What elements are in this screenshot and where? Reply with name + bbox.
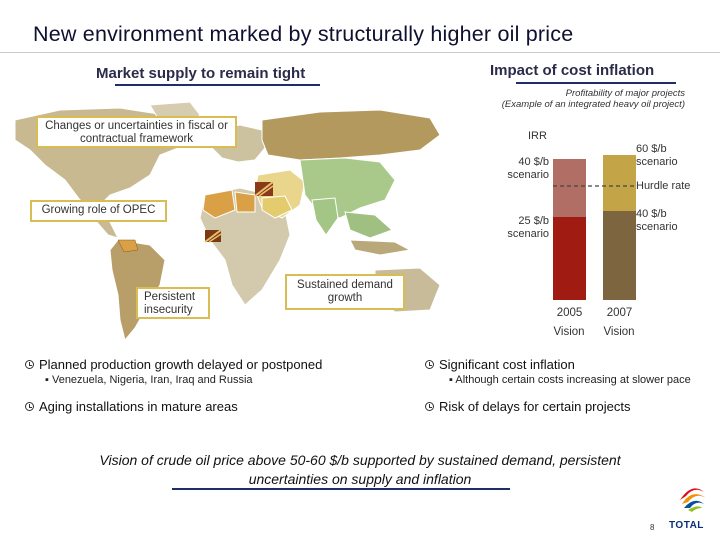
map-se-asia — [344, 211, 393, 239]
map-libya — [234, 191, 256, 213]
total-logo-icon — [678, 482, 706, 512]
bar-2007-low — [603, 211, 636, 300]
bullet-cost-inflation-text: Significant cost inflation — [439, 357, 575, 372]
cost-inflation-underline — [516, 82, 676, 84]
label-2007-high-scenario: 60 $/b scenario — [636, 143, 678, 168]
map-saudi — [261, 195, 293, 219]
bullet-aging-installations: Aging installations in mature areas — [25, 399, 238, 414]
bullet-production-growth: Planned production growth delayed or pos… — [25, 357, 322, 372]
callout-insecurity: Persistent insecurity — [136, 287, 210, 319]
bar-2005-year: 2005 — [556, 307, 583, 319]
callout-demand-growth: Sustained demand growth — [285, 274, 405, 310]
cost-inflation-heading: Impact of cost inflation — [490, 62, 655, 79]
map-venezuela — [117, 239, 139, 253]
chart-irr-label: IRR — [528, 130, 547, 142]
chart-subtitle-line1: Profitability of major projects — [565, 88, 685, 99]
map-indonesia — [349, 239, 412, 256]
clock-icon — [25, 360, 34, 369]
label-2005-low-scenario: 25 $/b scenario — [507, 215, 549, 240]
square-bullet-icon: ▪ — [45, 374, 52, 386]
bar-2007-high — [603, 155, 636, 211]
callout-opec: Growing role of OPEC — [30, 200, 167, 222]
map-north-africa-opec — [202, 189, 236, 219]
map-india — [311, 197, 339, 236]
chart-subtitle: Profitability of major projects (Example… — [470, 88, 685, 110]
bar-2007-year: 2007 — [606, 307, 633, 319]
bar-2005-high — [553, 159, 586, 217]
bullet-aging-installations-text: Aging installations in mature areas — [39, 399, 238, 414]
market-supply-underline — [115, 84, 320, 86]
bullet-cost-inflation: Significant cost inflation — [425, 357, 575, 372]
label-2007-low-scenario: 40 $/b scenario — [636, 208, 678, 233]
label-hurdle-rate: Hurdle rate — [636, 180, 691, 192]
conclusion-text: Vision of crude oil price above 50-60 $/… — [99, 452, 621, 487]
label-2005-high-scenario: 40 $/b scenario — [507, 156, 549, 181]
bar-2005-caption: Vision — [553, 326, 585, 338]
bar-2005-low — [553, 217, 586, 300]
clock-icon — [425, 402, 434, 411]
conclusion-underline — [172, 488, 510, 490]
clock-icon — [425, 360, 434, 369]
chart-subtitle-line2: (Example of an integrated heavy oil proj… — [501, 99, 685, 110]
sub-bullet-countries: ▪ Venezuela, Nigeria, Iran, Iraq and Rus… — [45, 374, 253, 386]
total-logo-text: TOTAL — [669, 520, 704, 531]
bullet-risk-delays-text: Risk of delays for certain projects — [439, 399, 631, 414]
clock-icon — [25, 402, 34, 411]
bar-2007-caption: Vision — [603, 326, 635, 338]
page-title: New environment marked by structurally h… — [33, 22, 574, 46]
sub-bullet-costs: ▪ Although certain costs increasing at s… — [449, 374, 691, 386]
square-bullet-icon: ▪ — [449, 374, 456, 386]
map-russia — [261, 109, 441, 161]
title-divider — [0, 52, 720, 53]
bullet-risk-delays: Risk of delays for certain projects — [425, 399, 630, 414]
irr-chart — [553, 155, 636, 300]
sub-bullet-costs-text: Although certain costs increasing at slo… — [455, 374, 691, 386]
sub-bullet-countries-text: Venezuela, Nigeria, Iran, Iraq and Russi… — [51, 374, 253, 386]
market-supply-heading: Market supply to remain tight — [96, 65, 306, 82]
bullet-production-growth-text: Planned production growth delayed or pos… — [39, 357, 323, 372]
page-number: 8 — [650, 523, 655, 532]
callout-fiscal-framework: Changes or uncertainties in fiscal or co… — [36, 116, 237, 148]
